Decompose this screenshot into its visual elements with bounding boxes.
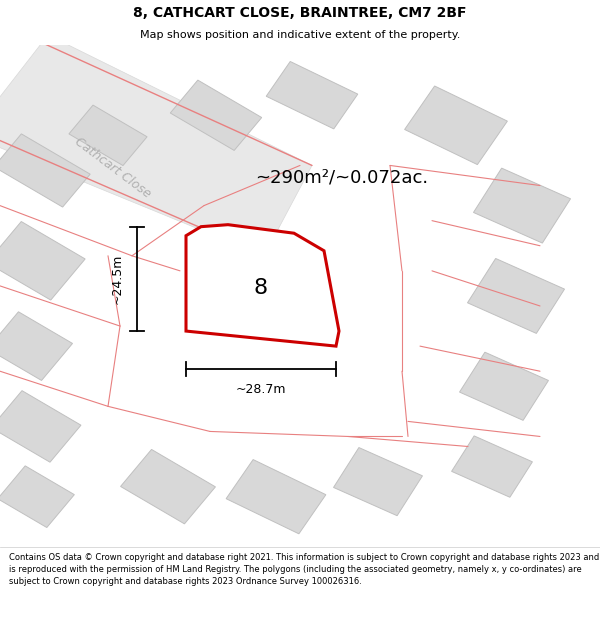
Polygon shape bbox=[186, 224, 339, 346]
Polygon shape bbox=[170, 80, 262, 151]
Polygon shape bbox=[266, 61, 358, 129]
Polygon shape bbox=[460, 352, 548, 421]
Polygon shape bbox=[0, 134, 90, 207]
Polygon shape bbox=[404, 86, 508, 164]
Text: ~290m²/~0.072ac.: ~290m²/~0.072ac. bbox=[256, 169, 428, 187]
Polygon shape bbox=[0, 312, 73, 381]
Text: 8, CATHCART CLOSE, BRAINTREE, CM7 2BF: 8, CATHCART CLOSE, BRAINTREE, CM7 2BF bbox=[133, 6, 467, 19]
Polygon shape bbox=[452, 436, 532, 498]
Polygon shape bbox=[473, 168, 571, 243]
Polygon shape bbox=[121, 449, 215, 524]
Polygon shape bbox=[69, 105, 147, 166]
Text: ~24.5m: ~24.5m bbox=[111, 254, 124, 304]
Text: Contains OS data © Crown copyright and database right 2021. This information is : Contains OS data © Crown copyright and d… bbox=[9, 553, 599, 586]
Text: Cathcart Close: Cathcart Close bbox=[72, 135, 153, 201]
Polygon shape bbox=[0, 391, 81, 462]
Polygon shape bbox=[0, 466, 74, 528]
Polygon shape bbox=[226, 459, 326, 534]
Text: 8: 8 bbox=[254, 278, 268, 298]
Polygon shape bbox=[0, 221, 85, 300]
Polygon shape bbox=[467, 259, 565, 333]
Polygon shape bbox=[0, 35, 312, 256]
Polygon shape bbox=[334, 448, 422, 516]
Text: Map shows position and indicative extent of the property.: Map shows position and indicative extent… bbox=[140, 30, 460, 40]
Text: ~28.7m: ~28.7m bbox=[236, 383, 286, 396]
